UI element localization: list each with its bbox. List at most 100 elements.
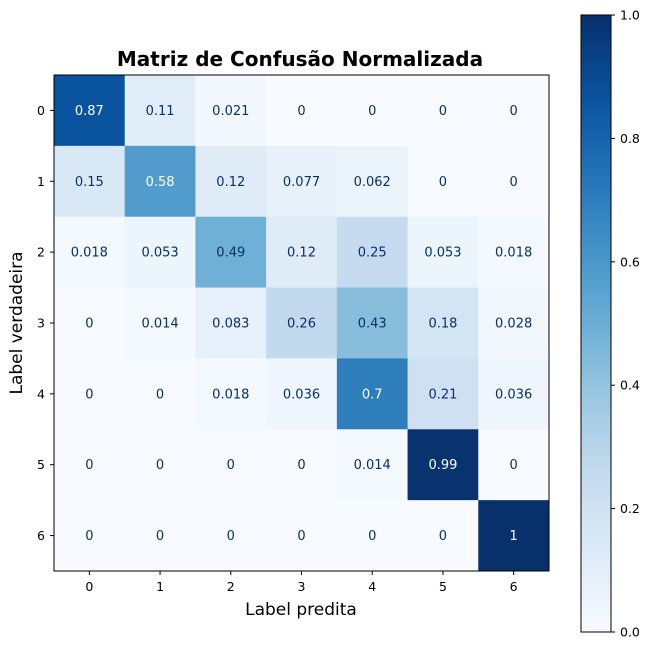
colorbar-tick-label: 1.0 — [620, 8, 640, 23]
cell-value-label: 0 — [156, 387, 164, 402]
cell-value-label: 0 — [439, 529, 447, 544]
cell-value-label: 0.062 — [354, 175, 391, 190]
chart-title: Matriz de Confusão Normalizada — [117, 47, 483, 71]
cell-value-label: 0.077 — [283, 175, 320, 190]
heatmap-cell — [54, 216, 126, 288]
heatmap-cell — [407, 500, 479, 572]
heatmap-cell — [478, 75, 550, 147]
heatmap-cells: 0.87 0.11 0.021 0 0 0 0 0.15 0.58 0.12 0.077 0.062 0… — [54, 75, 550, 572]
x-tick-label: 6 — [510, 579, 518, 594]
cell-value-label: 0 — [227, 458, 235, 473]
heatmap-cell — [336, 75, 408, 147]
cell-value-label: 1 — [510, 529, 518, 544]
heatmap-cell — [478, 429, 550, 501]
y-tick-label: 6 — [37, 528, 45, 543]
heatmap-cell — [407, 145, 479, 218]
heatmap-cell — [124, 145, 196, 218]
heatmap-cell — [336, 358, 408, 430]
cell-value-label: 0 — [439, 104, 447, 119]
cell-value-label: 0 — [227, 529, 235, 544]
heatmap-cell — [478, 216, 550, 288]
cell-value-label: 0.7 — [362, 387, 383, 402]
x-axis-ticks: 0 1 2 3 4 5 6 — [85, 571, 518, 594]
cell-value-label: 0.26 — [287, 317, 316, 332]
colorbar-tick-label: 0.0 — [620, 625, 640, 640]
cell-value-label: 0.053 — [141, 246, 178, 261]
heatmap-cell — [336, 287, 408, 359]
y-tick-label: 4 — [37, 386, 45, 401]
colorbar-tick-label: 0.2 — [620, 501, 640, 516]
colorbar-tick-label: 0.6 — [620, 254, 640, 269]
heatmap-cell — [266, 216, 338, 288]
heatmap-cell — [54, 500, 126, 572]
y-tick-label: 0 — [37, 103, 45, 118]
heatmap-cell — [124, 287, 196, 359]
cell-value-label: 0 — [156, 529, 164, 544]
cell-value-label: 0 — [297, 104, 305, 119]
cell-value-label: 0.018 — [71, 246, 108, 261]
cell-value-label: 0.12 — [287, 246, 316, 261]
cell-value-label: 0 — [85, 317, 93, 332]
colorbar-tick-label: 0.4 — [620, 378, 640, 393]
heatmap-cell — [54, 145, 126, 218]
cell-value-label: 0.15 — [75, 175, 104, 190]
cell-value-label: 0 — [510, 104, 518, 119]
heatmap-cell — [54, 429, 126, 501]
cell-value-label: 0.053 — [424, 246, 461, 261]
cell-value-label: 0.014 — [354, 458, 391, 473]
cell-value-label: 0.021 — [212, 104, 249, 119]
cell-value-label: 0 — [85, 529, 93, 544]
colorbar-ticks: 0.0 0.2 0.4 0.6 0.8 1.0 — [611, 8, 640, 640]
y-tick-label: 2 — [37, 245, 45, 260]
heatmap-cell — [407, 75, 479, 147]
cell-value-label: 0 — [439, 175, 447, 190]
cell-value-label: 0.43 — [358, 317, 387, 332]
heatmap-cell — [195, 145, 267, 218]
cell-value-label: 0 — [297, 529, 305, 544]
heatmap-cell — [124, 216, 196, 288]
x-tick-label: 3 — [298, 579, 306, 594]
cell-value-label: 0.21 — [428, 387, 457, 402]
heatmap-cell — [54, 358, 126, 430]
heatmap-cell — [124, 429, 196, 501]
heatmap-cell — [124, 75, 196, 147]
y-tick-label: 3 — [37, 316, 45, 331]
cell-value-label: 0 — [297, 458, 305, 473]
cell-value-label: 0.036 — [495, 387, 532, 402]
cell-value-label: 0.25 — [358, 246, 387, 261]
heatmap-cell — [195, 216, 267, 288]
cell-value-label: 0.028 — [495, 317, 532, 332]
cell-value-label: 0.036 — [283, 387, 320, 402]
heatmap-cell — [336, 216, 408, 288]
x-tick-label: 2 — [227, 579, 235, 594]
y-axis-ticks: 0 1 2 3 4 5 6 — [37, 103, 54, 543]
cell-value-label: 0.083 — [212, 317, 249, 332]
y-tick-label: 5 — [37, 457, 45, 472]
x-tick-label: 0 — [85, 579, 93, 594]
cell-value-label: 0.014 — [141, 317, 178, 332]
heatmap-cell — [407, 216, 479, 288]
heatmap-cell — [124, 358, 196, 430]
heatmap-cell — [266, 75, 338, 147]
y-tick-label: 1 — [37, 174, 45, 189]
cell-value-label: 0.12 — [216, 175, 245, 190]
x-tick-label: 5 — [439, 579, 447, 594]
heatmap-cell — [195, 429, 267, 501]
heatmap-cell — [266, 500, 338, 572]
heatmap-cell — [407, 429, 479, 501]
heatmap-cell — [336, 429, 408, 501]
colorbar-tick-label: 0.8 — [620, 131, 640, 146]
x-tick-label: 1 — [156, 579, 164, 594]
cell-value-label: 0.11 — [146, 104, 175, 119]
y-axis-label: Label verdadeira — [7, 251, 27, 394]
cell-value-label: 0.018 — [212, 387, 249, 402]
heatmap-cell — [407, 358, 479, 430]
heatmap-cell — [478, 287, 550, 359]
heatmap-cell — [478, 500, 550, 572]
heatmap-cell — [336, 145, 408, 218]
cell-value-label: 0 — [85, 387, 93, 402]
heatmap-cell — [478, 358, 550, 430]
x-axis-label: Label predita — [245, 600, 357, 620]
cell-value-label: 0.49 — [216, 246, 245, 261]
